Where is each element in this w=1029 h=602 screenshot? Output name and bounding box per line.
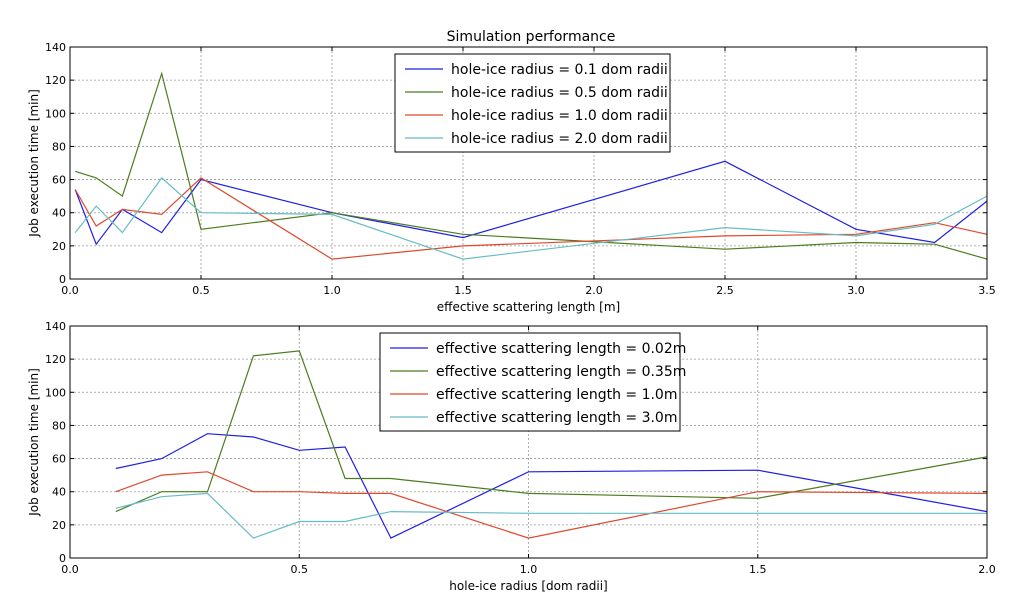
y-tick-label: 80 [52, 140, 66, 153]
y-tick-label: 20 [52, 240, 66, 253]
series-line-1 [74, 160, 988, 246]
chart-title: Simulation performance [447, 29, 616, 45]
legend-label: hole-ice radius = 0.5 dom radii [451, 85, 668, 101]
x-tick-label: 0.0 [61, 563, 79, 576]
legend: hole-ice radius = 0.1 dom radii hole-ice … [394, 53, 671, 153]
series-line-3 [115, 471, 988, 539]
x-tick-label: 1.0 [520, 563, 538, 576]
y-axis-label: Job execution time [min] [27, 89, 41, 238]
y-tick-label: 0 [59, 552, 66, 565]
x-tick-label: 3.0 [847, 284, 865, 297]
series-line-2 [75, 71, 988, 260]
x-tick-label: 0.5 [291, 563, 309, 576]
legend-label: effective scattering length = 1.0m [436, 387, 677, 403]
legend-box [394, 53, 671, 153]
x-tick-label: 2.0 [978, 563, 996, 576]
series-line-2 [115, 350, 988, 513]
y-tick-label: 140 [45, 41, 66, 54]
y-tick-label: 80 [52, 419, 66, 432]
y-axis-label: Job execution time [min] [27, 368, 41, 517]
x-tick-label: 1.0 [323, 284, 341, 297]
x-tick-label: 0.5 [192, 284, 210, 297]
y-tick-label: 140 [45, 320, 66, 333]
legend-label: effective scattering length = 3.0m [436, 410, 677, 426]
x-tick-label: 1.5 [454, 284, 472, 297]
x-tick-label: 2.5 [716, 284, 734, 297]
series-line-4 [115, 492, 987, 539]
y-tick-label: 0 [59, 273, 66, 286]
legend-label: effective scattering length = 0.02m [436, 341, 686, 357]
series-line-1 [115, 433, 988, 539]
y-tick-label: 120 [45, 74, 66, 87]
plot-frame [69, 46, 988, 280]
legend: effective scattering length = 0.02m effec… [379, 332, 686, 432]
series-line-3 [74, 177, 988, 260]
y-tick-label: 40 [52, 486, 66, 499]
legend-label: hole-ice radius = 1.0 dom radii [451, 108, 668, 124]
y-tick-label: 100 [45, 107, 66, 120]
x-tick-label: 0.0 [61, 284, 79, 297]
y-tick-label: 100 [45, 386, 66, 399]
legend-label: effective scattering length = 0.35m [436, 364, 686, 380]
x-axis-label: hole-ice radius [dom radii] [449, 579, 607, 593]
series-line-4 [74, 177, 988, 260]
x-axis-label: effective scattering length [m] [437, 300, 620, 314]
y-tick-label: 20 [52, 519, 66, 532]
legend-label: hole-ice radius = 0.1 dom radii [451, 62, 668, 78]
y-tick-label: 120 [45, 353, 66, 366]
y-tick-label: 60 [52, 174, 66, 187]
legend-box [379, 332, 681, 432]
y-tick-label: 40 [52, 207, 66, 220]
legend-label: hole-ice radius = 2.0 dom radii [451, 131, 668, 147]
x-tick-label: 3.5 [978, 284, 996, 297]
x-tick-label: 2.0 [585, 284, 603, 297]
top-plot: 0.0 0.5 1.0 1.5 2.0 2.5 3.0 3.5 0 20 40 60 80 100 120 1… [27, 41, 996, 314]
y-tick-label: 60 [52, 453, 66, 466]
bottom-plot: 0.0 0.5 1.0 1.5 2.0 0 20 40 60 80 100 120 140 hole-ic… [27, 320, 996, 593]
x-tick-label: 1.5 [749, 563, 767, 576]
